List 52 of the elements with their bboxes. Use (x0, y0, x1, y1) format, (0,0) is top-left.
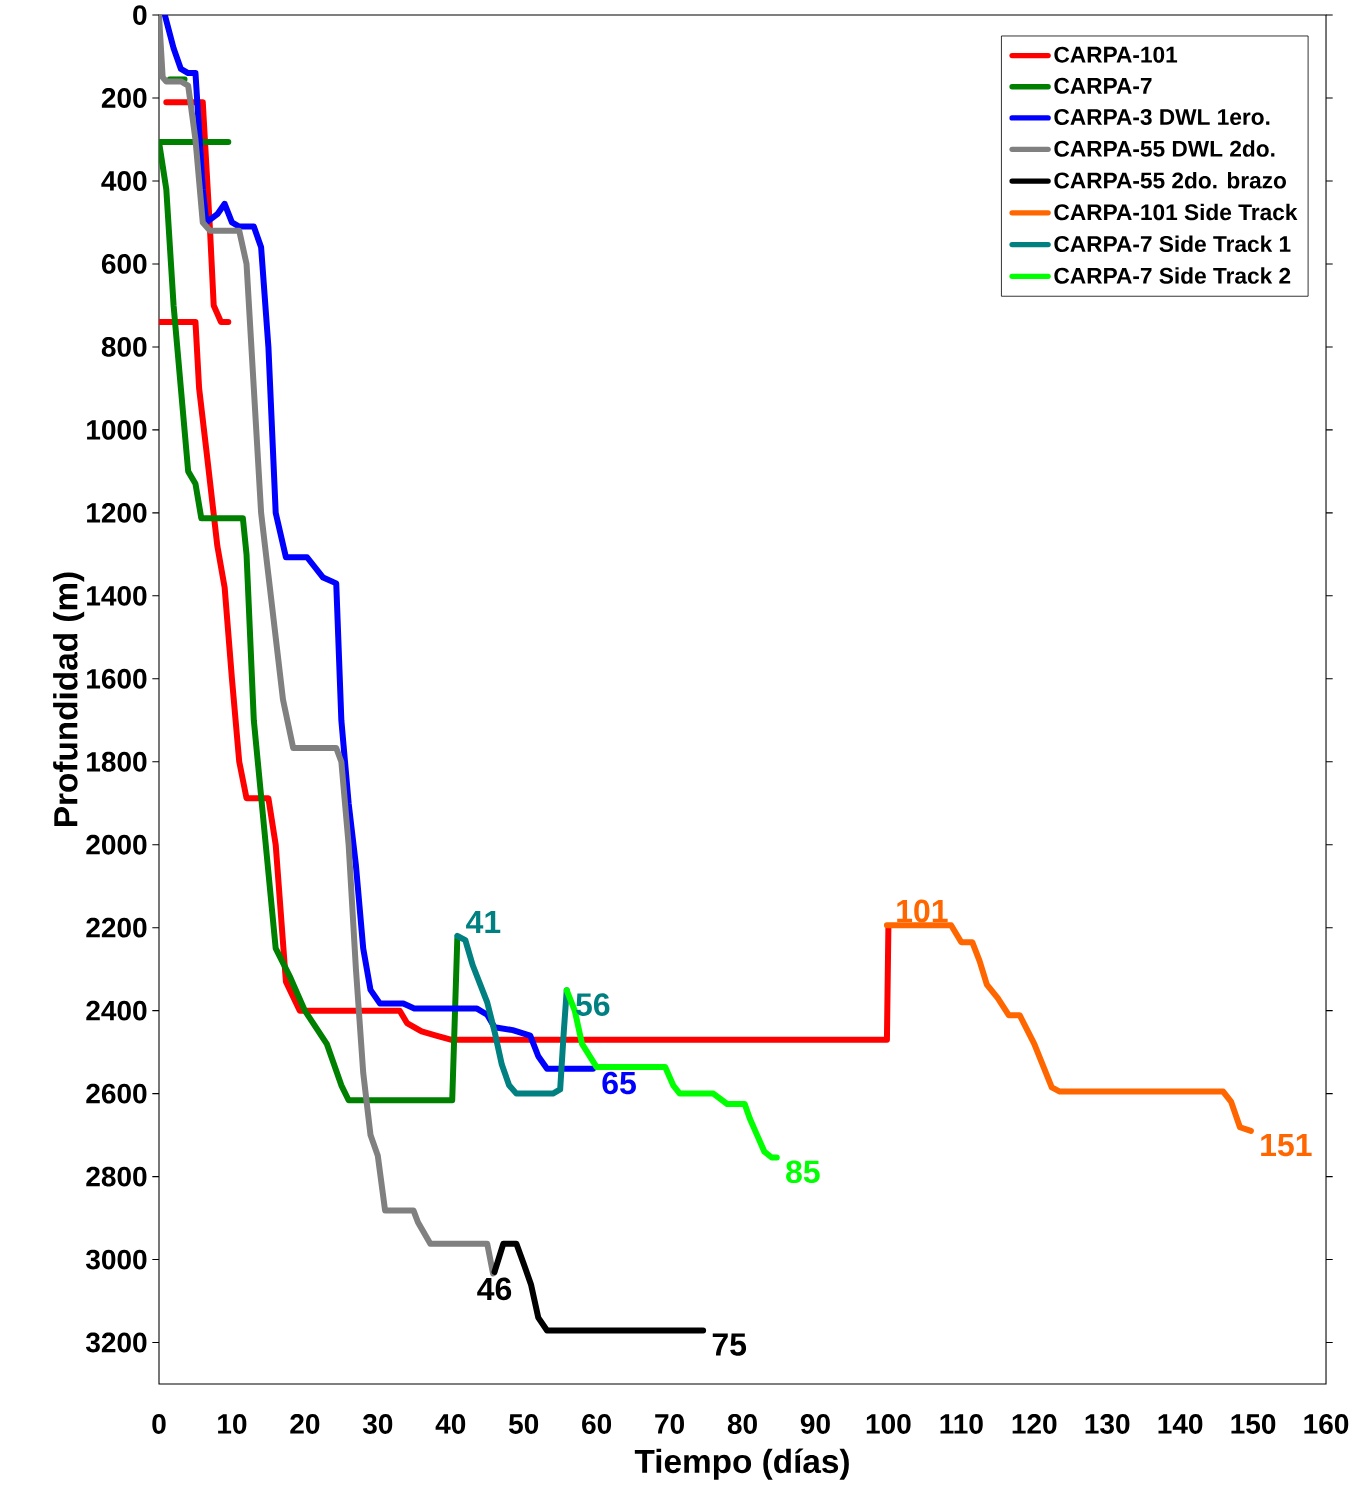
y-tick-label: 2400 (86, 1000, 147, 1021)
y-tick-label: 200 (101, 88, 147, 108)
y-tick-label: 3000 (85, 1249, 147, 1270)
x-tick-label: 0 (152, 1414, 166, 1434)
legend-label: CARPA-7 (1054, 77, 1152, 94)
y-tick-label: 2200 (86, 917, 147, 938)
annotation: 46 (477, 1277, 512, 1301)
annotation: 151 (1261, 1133, 1312, 1157)
y-tick-label: 1400 (87, 585, 147, 606)
y-tick-label: 1800 (87, 751, 147, 772)
y-tick-label: 1200 (87, 502, 147, 523)
y-tick-label: 800 (101, 337, 147, 357)
annotation: 85 (786, 1160, 820, 1184)
y-tick-label: 2800 (86, 1166, 147, 1187)
legend-label: CARPA-55 2do. brazo (1054, 171, 1286, 189)
x-axis-title: Tiempo (días) (634, 1448, 849, 1480)
legend-label: CARPA-55 DWL 2do. (1054, 140, 1275, 157)
y-tick-label: 1600 (87, 668, 147, 689)
x-tick-label: 80 (727, 1414, 757, 1434)
x-tick-label: 50 (508, 1414, 539, 1434)
annotation: 75 (712, 1333, 747, 1356)
x-tick-label: 130 (1085, 1414, 1130, 1434)
x-tick-label: 100 (866, 1414, 911, 1434)
y-tick-label: 0 (133, 5, 147, 25)
y-tick-label: 600 (101, 254, 147, 274)
y-tick-label: 2600 (86, 1083, 147, 1104)
legend-label: CARPA-3 DWL 1ero. (1054, 108, 1270, 126)
x-tick-label: 120 (1012, 1414, 1057, 1434)
y-tick-label: 2000 (86, 834, 147, 855)
x-tick-label: 160 (1304, 1414, 1349, 1434)
x-tick-label: 70 (655, 1414, 684, 1434)
y-tick-label: 3200 (85, 1332, 147, 1353)
legend-label: CARPA-101 (1054, 46, 1178, 63)
y-axis-title: Profundidad (m) (53, 572, 85, 826)
x-tick-label: 20 (290, 1414, 320, 1434)
annotation: 101 (897, 899, 948, 923)
legend-label: CARPA-7 Side Track 2 (1054, 267, 1291, 284)
x-tick-label: 150 (1231, 1414, 1276, 1434)
y-tick-label: 1000 (87, 419, 147, 440)
x-tick-label: 140 (1158, 1414, 1203, 1434)
x-tick-label: 110 (940, 1414, 983, 1434)
x-tick-label: 40 (435, 1414, 466, 1434)
annotation: 65 (602, 1071, 636, 1095)
legend-label: CARPA-101 Side Track (1054, 203, 1298, 221)
annotation: 56 (575, 993, 610, 1016)
x-tick-label: 30 (362, 1414, 393, 1434)
x-tick-label: 10 (218, 1414, 247, 1434)
x-tick-label: 90 (800, 1414, 830, 1434)
legend-label: CARPA-7 Side Track 1 (1054, 235, 1291, 253)
y-tick-label: 400 (101, 171, 147, 191)
x-tick-label: 60 (582, 1414, 612, 1434)
annotation: 41 (466, 911, 501, 934)
